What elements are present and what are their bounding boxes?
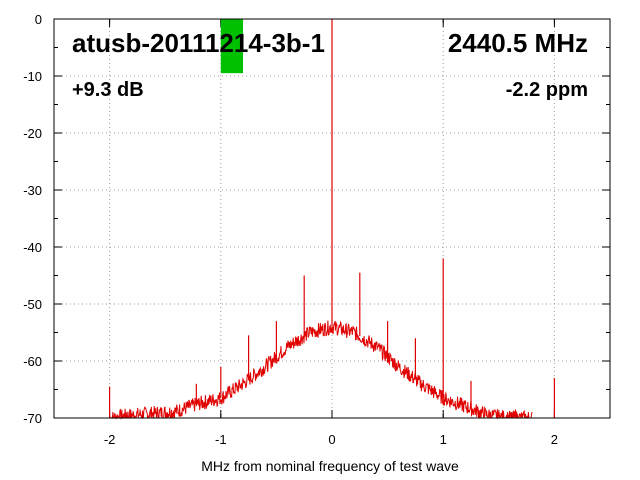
- y-tick-label: -20: [23, 126, 42, 141]
- level-indicator: [220, 19, 244, 74]
- y-tick-label: -40: [23, 240, 42, 255]
- x-axis-title: MHz from nominal frequency of test wave: [201, 458, 459, 474]
- x-tick-label: 1: [440, 432, 447, 447]
- device-label: atusb-20111214-3b-1: [72, 28, 325, 58]
- gain-label: +9.3 dB: [72, 79, 144, 101]
- y-tick-label: -50: [23, 297, 42, 312]
- y-tick-label: -70: [23, 411, 42, 426]
- noise-floor-trace: [109, 320, 533, 420]
- x-tick-label: 2: [551, 432, 558, 447]
- x-tick-label: 0: [328, 432, 335, 447]
- y-tick-label: 0: [35, 12, 42, 27]
- level-indicator-bar: [220, 19, 244, 74]
- signal-series: [108, 19, 556, 420]
- y-tick-label: -10: [23, 69, 42, 84]
- x-tick-label: -2: [104, 432, 116, 447]
- frequency-label: 2440.5 MHz: [448, 28, 588, 58]
- y-tick-label: -60: [23, 354, 42, 369]
- offset-label: -2.2 ppm: [506, 79, 588, 101]
- plot-frame: [53, 18, 611, 419]
- y-tick-label: -30: [23, 183, 42, 198]
- x-tick-label: -1: [215, 432, 227, 447]
- axis-ticks: 0-10-20-30-40-50-60-70-2 -1 0 1 2: [23, 12, 610, 447]
